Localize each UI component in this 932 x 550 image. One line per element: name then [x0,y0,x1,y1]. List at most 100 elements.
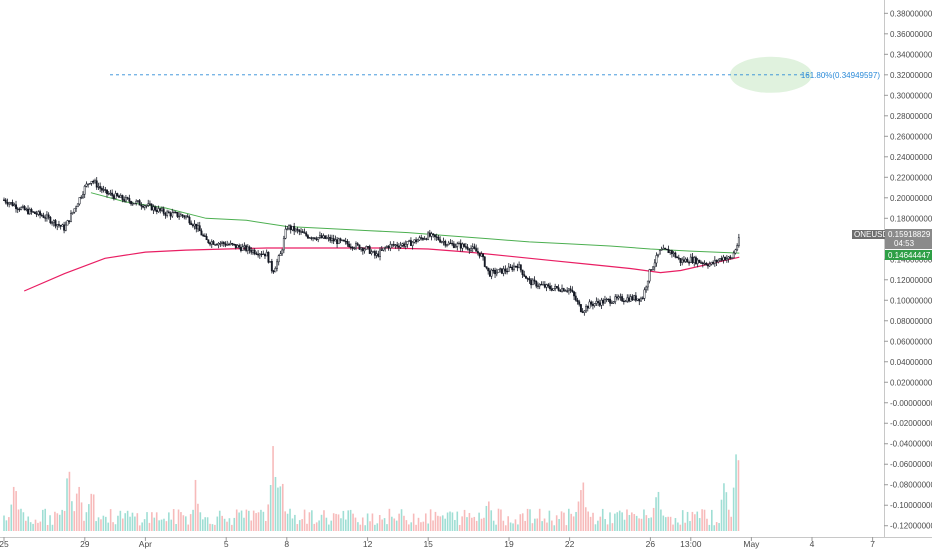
candle-body [604,299,606,304]
volume-bar [250,520,253,531]
candle-body [138,200,141,206]
candle-body [533,279,536,282]
candle-body [279,253,282,256]
candle-body [54,220,57,227]
candle-body [88,183,91,185]
candle-body [8,202,11,205]
candle-body [276,261,278,269]
candle-body [633,295,636,300]
candle-body [567,288,570,292]
candle-body [191,224,194,227]
volume-bar [51,524,54,531]
volume-bar [657,491,660,531]
volume-bar [490,510,493,531]
candle-body [413,239,416,243]
candle-body [485,266,488,269]
candle-body [107,193,110,195]
volume-bar [565,525,568,531]
candle-body [330,238,333,241]
volume-bar [628,514,631,531]
fibonacci-extension[interactable]: 161.80%(0.34949597) [110,56,880,93]
volume-bar [160,519,163,531]
candle-body [368,246,371,254]
candle-body [28,209,31,215]
candle-body [379,249,381,257]
candle-body [394,244,397,246]
candle-body [173,211,175,214]
candle-body [512,265,515,270]
candle-body [291,226,294,231]
candle-body [215,244,218,246]
candle-body [622,300,625,302]
time-axis[interactable]: 25 29 Apr 5 8 12 15 19 22 26 13:00 May 4 7 [0,537,875,549]
candle-body [447,242,450,245]
candle-body [102,189,105,191]
volume-bar [553,525,556,531]
volume-bar [408,524,410,531]
candle-body [272,270,275,273]
candle-body [327,237,330,239]
candle-body [607,298,610,301]
candle-body [408,240,411,242]
candle-body [312,237,315,239]
volume-bar [344,519,347,531]
candle-body [150,203,153,211]
candle-body [221,241,224,244]
volume-bar [652,507,655,531]
candle-body [430,233,433,237]
time-tick-label: 22 [565,539,575,549]
last-price-box [885,229,932,249]
volume-bar [163,518,165,531]
volume-bar [422,521,425,531]
candle-body [229,243,232,245]
candle-body [555,285,558,289]
volume-bar [461,516,463,531]
candle-body [399,244,402,248]
candle-body [537,285,539,288]
candle-body [94,180,96,183]
candle-body [121,195,124,200]
candle-body [600,299,603,306]
volume-bar [158,520,160,531]
candle-body [439,239,442,243]
volume-bar [456,511,459,531]
volume-bar [601,508,604,531]
candle-body [686,258,689,263]
candle-body [428,232,431,237]
time-tick-label: 8 [284,539,289,549]
candle-body [499,268,502,270]
volume-bar [100,519,102,531]
candle-body [521,269,524,275]
candle-body [39,211,42,216]
price-tick-label: 0.06000000 [890,337,932,346]
price-tick-label: 0.10000000 [890,296,932,305]
volume-bar [437,515,439,531]
candle-body [73,208,76,213]
volume-bar [541,521,543,531]
candle-body [250,250,253,253]
moving-average-green-line [90,192,740,254]
volume-bar [684,522,686,531]
volume-bar [359,524,362,531]
volume-bar [546,522,548,531]
candle-body [470,248,472,251]
candle-body [83,186,86,195]
volume-bar [538,508,541,531]
candle-body [571,289,574,293]
volume-bar [531,523,534,531]
price-tick-label: -0.12000000 [890,522,932,531]
price-tick-label: 0.18000000 [890,214,932,223]
candle-body [404,244,407,247]
candle-body [37,211,40,215]
candle-body [674,252,677,258]
candle-body [641,297,644,300]
candle-body [554,285,557,289]
volume-bar [63,510,66,531]
price-tick-label: 0.12000000 [890,276,932,285]
volume-bar [320,514,323,531]
volume-bar [209,523,211,531]
volume-bar [592,512,594,531]
candle-body [531,279,534,286]
volume-bar [75,493,78,531]
